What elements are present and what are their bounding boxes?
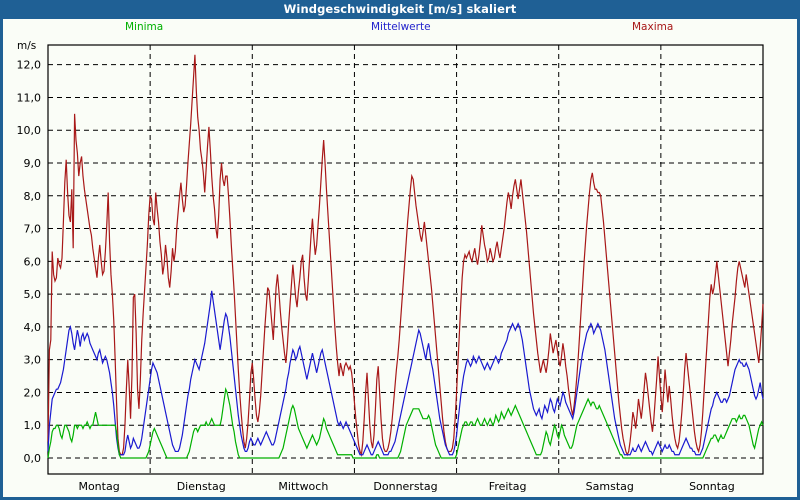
series-line-minima: [47, 386, 764, 459]
y-axis-tick-label: 4,0: [24, 321, 42, 334]
wind-speed-line-chart: 0,0 1,0 2,0 3,0 4,0 5,0 6,0 7,0 8,0 9,0 10,0 11,0 12…: [17, 40, 764, 497]
x-axis-date-label: 11.08.16: [381, 495, 430, 497]
x-axis-date-label: 08.08.16: [75, 495, 124, 497]
series-line-mittelwerte: [47, 290, 764, 457]
x-axis-day-label: Freitag: [489, 480, 527, 493]
x-axis-date-label: 13.08.16: [585, 495, 634, 497]
legend-item-minima: Minima: [125, 21, 164, 33]
x-axis-date-label: 14.08.16: [687, 495, 736, 497]
chart-plot-area: 0,0 1,0 2,0 3,0 4,0 5,0 6,0 7,0 8,0 9,0 10,0 11,0 12…: [3, 37, 797, 497]
x-axis-day-label: Donnerstag: [373, 480, 437, 493]
y-axis-tick-label: 3,0: [24, 354, 42, 367]
x-axis-date-label: 12.08.16: [483, 495, 532, 497]
y-axis-unit-label: m/s: [17, 40, 36, 52]
x-axis-day-label: Montag: [78, 480, 119, 493]
x-axis-date-label: 10.08.16: [279, 495, 328, 497]
plot-border: [47, 44, 764, 475]
y-axis-tick-label: 8,0: [24, 190, 42, 203]
chart-legend: Minima Mittelwerte Maxima: [3, 19, 797, 37]
y-axis-tick-label: 6,0: [24, 255, 42, 268]
y-axis-labels: 0,0 1,0 2,0 3,0 4,0 5,0 6,0 7,0 8,0 9,0 10,0 11,0 12…: [17, 59, 42, 465]
y-axis-tick-label: 7,0: [24, 223, 42, 236]
x-axis-day-label: Dienstag: [177, 480, 226, 493]
x-axis-day-label: Samstag: [586, 480, 634, 493]
legend-item-mittelwerte: Mittelwerte: [371, 21, 431, 33]
legend-item-maxima: Maxima: [632, 21, 674, 33]
series-line-maxima: [47, 54, 764, 458]
plot-frame: [47, 44, 764, 475]
y-axis-tick-label: 0,0: [24, 452, 42, 465]
x-axis-date-label: 09.08.16: [177, 495, 226, 497]
x-axis-labels: Montag 08.08.16 Dienstag 09.08.16 Mittwoch 10…: [75, 480, 737, 497]
y-axis-tick-label: 2,0: [24, 386, 42, 399]
x-axis-day-label: Sonntag: [689, 480, 735, 493]
window-title-bar: Windgeschwindigkeit [m/s] skaliert: [3, 0, 797, 19]
y-axis-tick-label: 5,0: [24, 288, 42, 301]
page-title: Windgeschwindigkeit [m/s] skaliert: [283, 2, 517, 16]
x-axis-day-label: Mittwoch: [278, 480, 328, 493]
y-axis-tick-label: 1,0: [24, 419, 42, 432]
y-axis-tick-label: 11,0: [17, 91, 42, 104]
y-axis-tick-label: 10,0: [17, 124, 42, 137]
y-axis-tick-label: 12,0: [17, 59, 42, 72]
series-lines: [47, 54, 764, 459]
y-axis-tick-label: 9,0: [24, 157, 42, 170]
